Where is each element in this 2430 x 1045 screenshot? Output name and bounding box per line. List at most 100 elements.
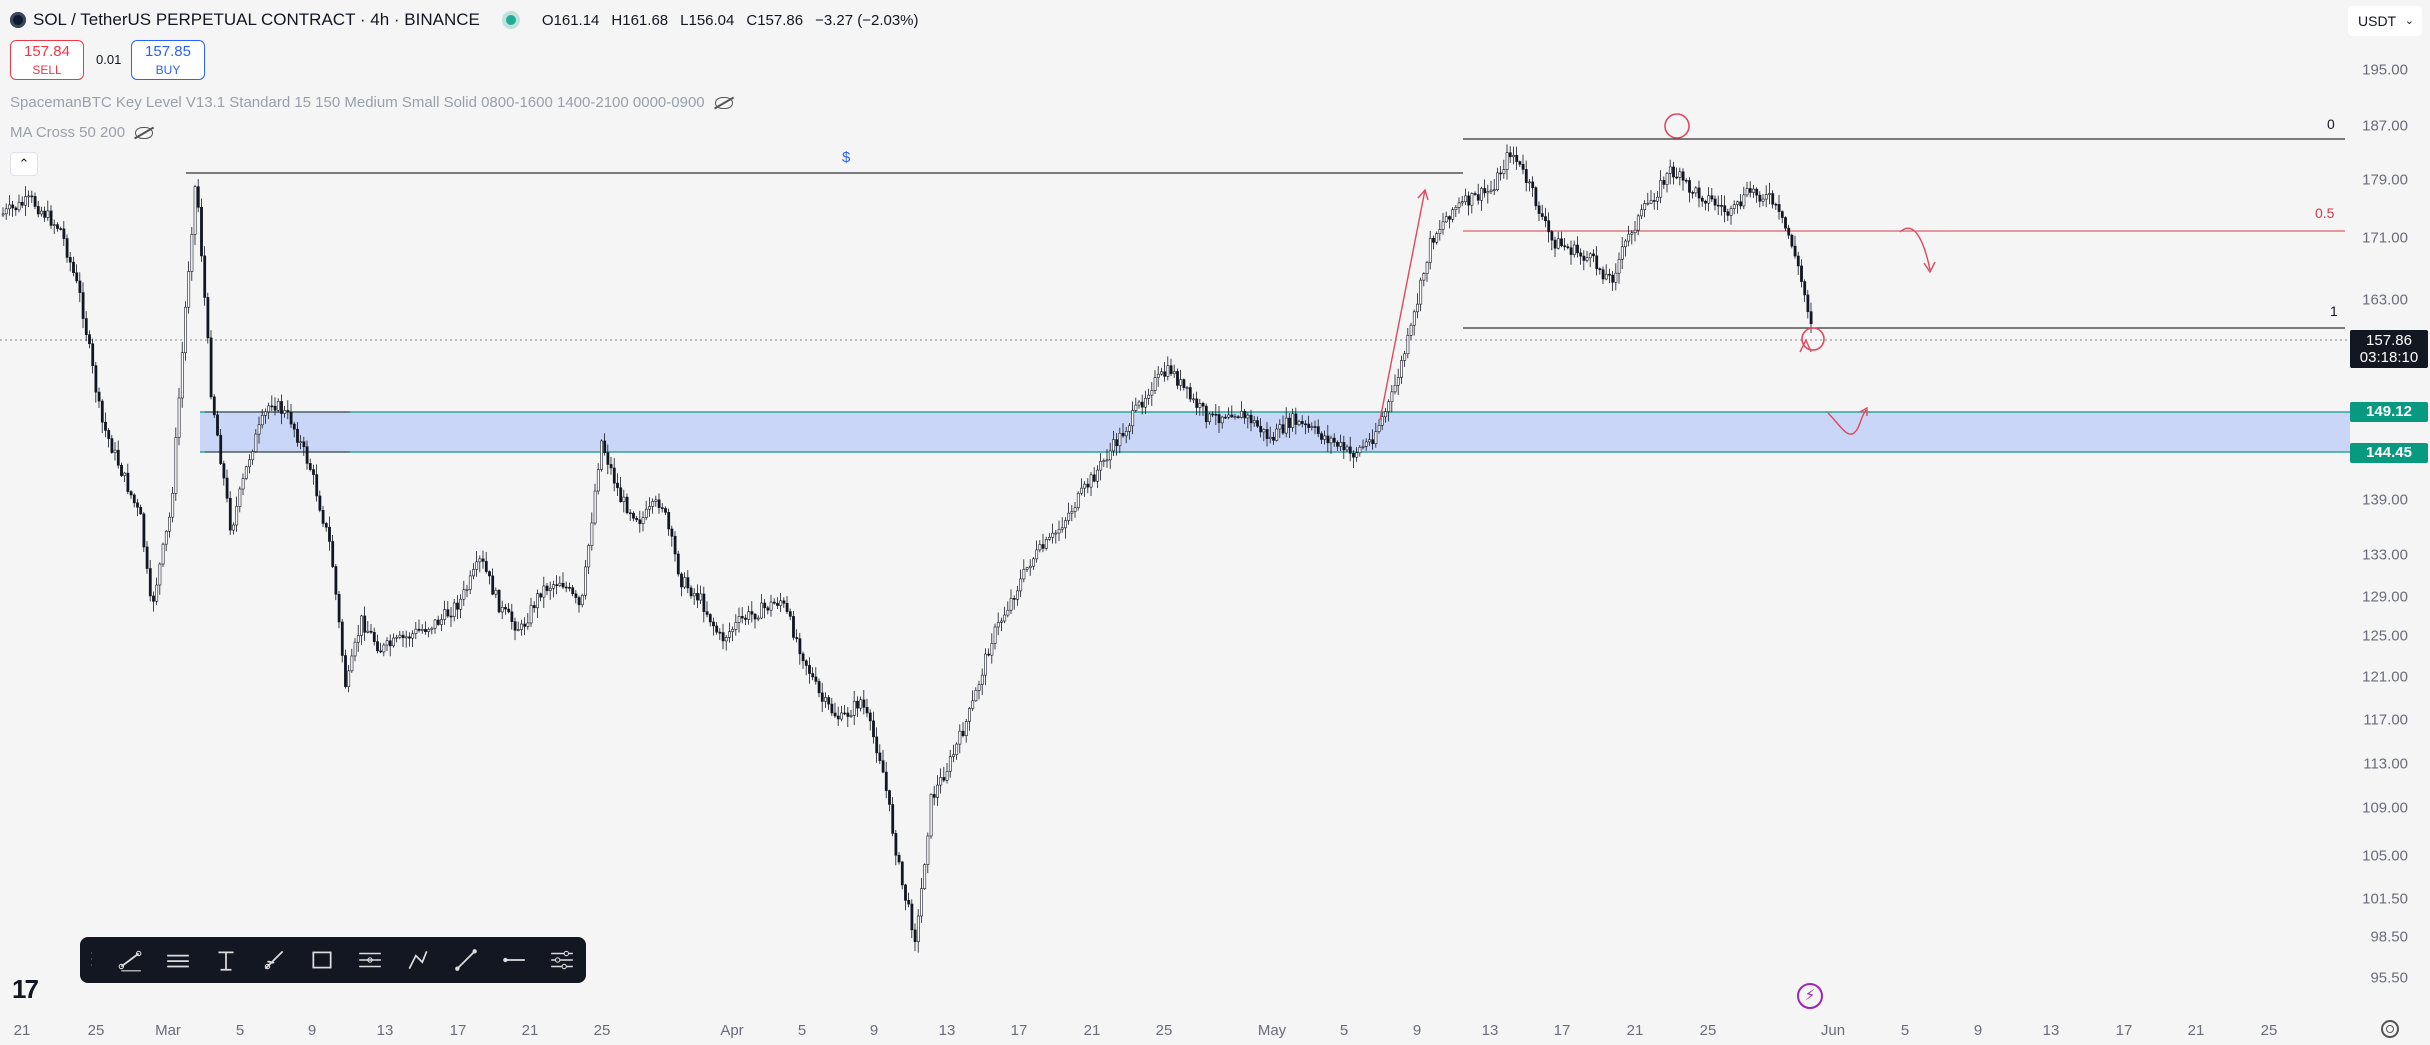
bottom-circle[interactable] <box>1801 327 1825 351</box>
candle-body <box>459 598 463 610</box>
candle-body <box>1361 446 1365 448</box>
candle-body <box>904 884 907 901</box>
candle-body <box>1512 154 1515 158</box>
drawing-toolbar[interactable] <box>80 937 586 983</box>
drag-handle-icon[interactable] <box>90 950 92 970</box>
candle-body <box>1073 507 1077 512</box>
candle-body <box>939 777 943 786</box>
time-tick-label: 25 <box>2260 1022 2278 1039</box>
candle-body <box>558 582 562 587</box>
candle-body <box>340 621 344 656</box>
candle-body <box>1364 441 1368 447</box>
candle-body <box>212 396 216 416</box>
candle-body <box>136 502 139 508</box>
open-value: 161.14 <box>553 11 600 29</box>
price-axis[interactable]: 195.00 187.00 179.00 171.00 163.00 139.00 133.… <box>2352 0 2430 1045</box>
candle-body <box>1672 166 1675 178</box>
candle-body <box>1668 166 1672 174</box>
indicator-spaceman[interactable]: SpacemanBTC Key Level V13.1 Standard 15 … <box>10 94 733 111</box>
candle-body <box>1684 179 1688 182</box>
candle-body <box>1288 417 1291 428</box>
line-icon[interactable] <box>442 937 490 983</box>
candle-body <box>948 756 952 772</box>
candle-body <box>577 597 581 606</box>
candle-body <box>1761 198 1765 202</box>
candle-body <box>1809 311 1813 325</box>
candle-body <box>1425 262 1429 274</box>
bar-countdown: 03:18:10 <box>2359 349 2419 366</box>
currency-selector[interactable]: USDT ⌄ <box>2348 6 2422 36</box>
symbol-legend[interactable]: SOL / TetherUS PERPETUAL CONTRACT · 4h ·… <box>10 10 919 30</box>
path-icon[interactable] <box>394 937 442 983</box>
candle-body <box>235 506 239 526</box>
candle-body <box>603 440 607 454</box>
price-tick-label: 113.00 <box>2363 755 2408 773</box>
top-circle[interactable] <box>1664 113 1690 139</box>
candle-body <box>516 629 520 631</box>
candle-body <box>1579 252 1583 257</box>
zone-bottom-price-tag: 144.45 <box>2350 443 2428 463</box>
candle-body <box>344 655 347 687</box>
candle-body <box>900 861 904 886</box>
impulse-arrow[interactable] <box>1379 189 1426 421</box>
candle-body <box>1064 520 1067 529</box>
demand-zone[interactable] <box>200 412 2350 452</box>
candle-body <box>1595 255 1599 269</box>
candle-body <box>801 653 805 662</box>
text-icon[interactable] <box>202 937 250 983</box>
candle-body <box>75 272 79 282</box>
low-key: L <box>680 11 689 29</box>
candle-body <box>1588 253 1592 259</box>
candle-body <box>116 449 120 466</box>
candle-body <box>1096 469 1099 482</box>
bounce-projection-arrow[interactable] <box>1827 409 1867 435</box>
price-chart[interactable] <box>0 0 2350 1045</box>
candle-body <box>1409 324 1413 336</box>
candle-body <box>737 616 741 623</box>
candle-body <box>1681 171 1685 181</box>
candle-body <box>356 635 360 643</box>
dollar-marker[interactable]: $ <box>842 149 851 166</box>
horizontal-lines-icon[interactable] <box>154 937 202 983</box>
symbol-title[interactable]: SOL / TetherUS PERPETUAL CONTRACT · 4h ·… <box>33 10 480 29</box>
sell-button[interactable]: 157.84 SELL <box>10 40 84 80</box>
candle-body <box>94 365 98 393</box>
rejection-arrow[interactable] <box>1899 227 1931 271</box>
settings-lines-icon[interactable] <box>538 937 586 983</box>
hidden-eye-icon[interactable] <box>135 126 154 139</box>
chart-settings-icon[interactable] <box>2381 1020 2399 1038</box>
candle-body <box>731 629 735 632</box>
candle-body <box>424 629 427 633</box>
candle-body <box>865 707 869 714</box>
tradingview-logo[interactable]: 17 <box>12 974 39 1004</box>
candle-body <box>484 561 488 572</box>
trend-line-icon[interactable] <box>106 937 154 983</box>
candle-body <box>280 401 283 414</box>
buy-button[interactable]: 157.85 BUY <box>131 40 205 80</box>
indicator-ma-cross[interactable]: MA Cross 50 200 <box>10 124 154 141</box>
horizontal-ray-icon[interactable] <box>490 937 538 983</box>
candle-body <box>651 501 655 507</box>
candle-body <box>321 509 325 524</box>
candle-body <box>705 611 709 615</box>
brush-icon[interactable] <box>250 937 298 983</box>
sell-price: 157.84 <box>24 43 70 60</box>
candle-body <box>609 464 613 469</box>
candle-body <box>260 415 264 426</box>
candle-body <box>107 430 111 439</box>
candle-body <box>1080 487 1083 494</box>
collapse-legend-button[interactable]: ⌃ <box>10 152 38 176</box>
candle-body <box>164 530 168 545</box>
chevron-up-icon: ⌃ <box>18 156 30 171</box>
candle-body <box>702 593 706 612</box>
candle-body <box>1352 452 1355 458</box>
candle-body <box>1137 401 1141 406</box>
candle-body <box>1368 439 1371 443</box>
hidden-eye-icon[interactable] <box>714 96 733 109</box>
parallel-lines-icon[interactable] <box>346 937 394 983</box>
rectangle-icon[interactable] <box>298 937 346 983</box>
lightning-icon[interactable]: ⚡ <box>1797 983 1823 1009</box>
candle-body <box>81 292 85 319</box>
open-key: O <box>541 11 554 29</box>
candle-body <box>750 611 754 615</box>
